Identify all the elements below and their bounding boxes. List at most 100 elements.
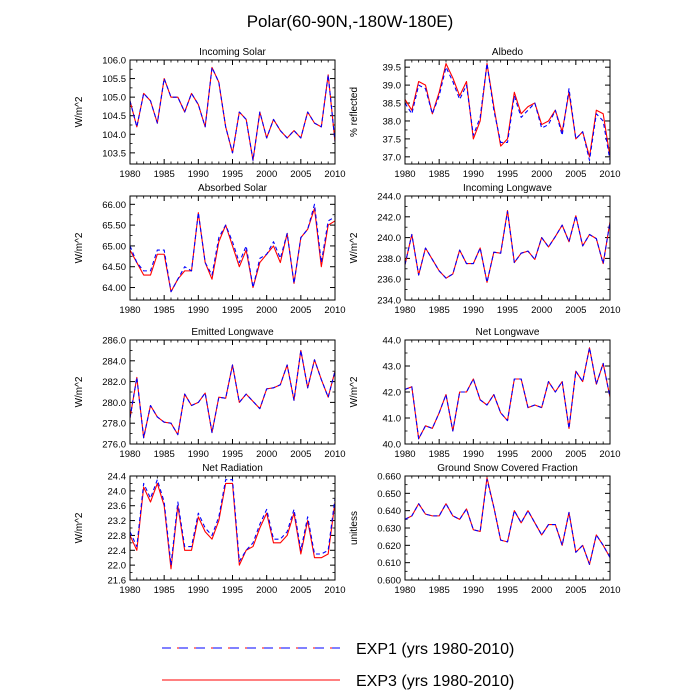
panel-ground-snow-covered-fraction-ytick-label: 0.610 xyxy=(377,558,401,569)
panel-absorbed-solar-ylabel: W/m^2 xyxy=(74,232,85,263)
panel-net-longwave-frame xyxy=(404,339,611,445)
panel-emitted-longwave-ytick-label: 278.0 xyxy=(102,419,126,430)
panel-emitted-longwave-xtick-label: 1985 xyxy=(154,449,175,460)
panel-albedo: Albedo % reflected 1980 1985 1990 1995 2000 200… xyxy=(349,47,621,180)
panel-absorbed-solar-xtick-label: 2005 xyxy=(290,305,311,316)
panel-ground-snow-covered-fraction-frame xyxy=(404,475,611,581)
panel-emitted-longwave-series-exp1-line xyxy=(129,349,336,439)
panel-absorbed-solar-xtick-label: 1985 xyxy=(154,305,175,316)
panel-incoming-solar-frame xyxy=(129,59,336,165)
panel-ground-snow-covered-fraction: Ground Snow Covered Fraction unitless 1980… xyxy=(349,463,621,596)
panel-emitted-longwave-frame xyxy=(129,339,336,445)
panel-absorbed-solar-xtick-label: 2000 xyxy=(256,305,277,316)
panel-albedo-xtick-label: 1990 xyxy=(463,169,484,180)
panel-emitted-longwave-ytick-label: 276.0 xyxy=(102,440,126,451)
panel-ground-snow-covered-fraction-xtick-label: 1980 xyxy=(394,585,415,596)
panel-incoming-longwave-xtick-label: 1980 xyxy=(394,305,415,316)
panel-absorbed-solar-ytick-label: 66.00 xyxy=(102,200,126,211)
panel-incoming-longwave-frame xyxy=(404,195,611,301)
panel-albedo-ylabel: % reflected xyxy=(349,87,360,137)
panel-incoming-solar-series-exp1-line xyxy=(129,66,336,161)
panel-albedo-xtick-label: 1985 xyxy=(429,169,450,180)
panel-net-radiation-xtick-label: 1995 xyxy=(222,585,243,596)
panel-net-radiation-ytick-label: 22.0 xyxy=(108,561,127,572)
panel-incoming-solar-xtick-label: 2010 xyxy=(324,169,345,180)
panel-emitted-longwave-ytick-label: 286.0 xyxy=(102,336,126,347)
panel-absorbed-solar-title: Absorbed Solar xyxy=(198,183,268,194)
panel-net-longwave-ytick-label: 40.0 xyxy=(383,440,402,451)
panel-net-radiation-xtick-label: 2010 xyxy=(324,585,345,596)
panel-emitted-longwave-xtick-label: 2005 xyxy=(290,449,311,460)
panel-incoming-longwave-xtick-label: 1985 xyxy=(429,305,450,316)
panel-ground-snow-covered-fraction-ytick-label: 0.630 xyxy=(377,524,401,535)
panel-net-longwave-title: Net Longwave xyxy=(476,327,540,338)
panel-ground-snow-covered-fraction-ytick-label: 0.600 xyxy=(377,576,401,587)
panel-ground-snow-covered-fraction-xtick-label: 2000 xyxy=(531,585,552,596)
panel-net-longwave-ytick-label: 42.0 xyxy=(383,388,402,399)
panel-incoming-longwave-ylabel: W/m^2 xyxy=(349,232,360,263)
panel-albedo-xtick-label: 2005 xyxy=(565,169,586,180)
panel-net-longwave-series-exp1-line xyxy=(404,347,611,440)
panel-incoming-solar-ytick-label: 103.5 xyxy=(102,148,126,159)
panel-incoming-longwave-series-exp1-line xyxy=(404,211,611,283)
panel-incoming-longwave-title: Incoming Longwave xyxy=(463,183,552,194)
panel-incoming-solar-ytick-label: 104.5 xyxy=(102,111,126,122)
panel-net-radiation: Net Radiation W/m^2 1980 1985 1990 1995 2000 20… xyxy=(74,463,346,596)
panel-net-radiation-ytick-label: 23.6 xyxy=(108,501,127,512)
panel-absorbed-solar-ytick-label: 65.00 xyxy=(102,241,126,252)
panel-ground-snow-covered-fraction-xtick-label: 1985 xyxy=(429,585,450,596)
panel-ground-snow-covered-fraction-ytick-label: 0.660 xyxy=(377,472,401,483)
panel-net-radiation-ytick-label: 22.4 xyxy=(108,546,127,557)
panel-emitted-longwave-ylabel: W/m^2 xyxy=(74,376,85,407)
panel-absorbed-solar-ytick-label: 64.00 xyxy=(102,283,126,294)
panel-emitted-longwave-xtick-label: 2010 xyxy=(324,449,345,460)
panel-incoming-longwave-ytick-label: 242.0 xyxy=(377,212,401,223)
panel-absorbed-solar-xtick-label: 2010 xyxy=(324,305,345,316)
panel-net-longwave: Net Longwave W/m^2 1980 1985 1990 1995 2000 200… xyxy=(349,327,621,460)
panel-albedo-xtick-label: 1980 xyxy=(394,169,415,180)
panel-net-longwave-ytick-label: 41.0 xyxy=(383,414,402,425)
panel-albedo-title: Albedo xyxy=(492,47,524,58)
panel-net-radiation-ylabel: W/m^2 xyxy=(74,512,85,543)
panel-net-radiation-ytick-label: 22.8 xyxy=(108,531,127,542)
panel-incoming-solar-ytick-label: 106.0 xyxy=(102,56,126,67)
panel-incoming-solar-title: Incoming Solar xyxy=(199,47,266,58)
panel-incoming-solar: Incoming Solar W/m^2 1980 1985 1990 1995 2000 2… xyxy=(74,47,346,180)
panel-emitted-longwave: Emitted Longwave W/m^2 1980 1985 1990 1995 200… xyxy=(74,327,346,460)
panel-absorbed-solar: Absorbed Solar W/m^2 1980 1985 1990 1995 2000 2… xyxy=(74,183,346,316)
panel-albedo-xtick-label: 1995 xyxy=(497,169,518,180)
panel-albedo-ytick-label: 38.5 xyxy=(383,99,402,110)
panel-incoming-solar-ytick-label: 105.5 xyxy=(102,74,126,85)
panel-emitted-longwave-ytick-label: 280.0 xyxy=(102,398,126,409)
panel-net-longwave-xtick-label: 1995 xyxy=(497,449,518,460)
panel-net-radiation-xtick-label: 1990 xyxy=(188,585,209,596)
panel-net-radiation-frame xyxy=(129,475,336,581)
panel-incoming-solar-ylabel: W/m^2 xyxy=(74,96,85,127)
panel-net-radiation-xtick-label: 1985 xyxy=(154,585,175,596)
panel-albedo-frame xyxy=(404,59,611,165)
panel-emitted-longwave-ytick-label: 284.0 xyxy=(102,356,126,367)
panel-absorbed-solar-frame xyxy=(129,195,336,301)
panel-net-radiation-title: Net Radiation xyxy=(202,463,263,474)
panel-incoming-solar-xtick-label: 1985 xyxy=(154,169,175,180)
panel-ground-snow-covered-fraction-title: Ground Snow Covered Fraction xyxy=(437,463,578,474)
panel-ground-snow-covered-fraction-xtick-label: 2005 xyxy=(565,585,586,596)
panel-net-radiation-xtick-label: 2000 xyxy=(256,585,277,596)
panel-ground-snow-covered-fraction-xtick-label: 2010 xyxy=(599,585,620,596)
panel-albedo-series-exp1-line xyxy=(404,63,611,161)
panel-incoming-longwave-ytick-label: 240.0 xyxy=(377,233,401,244)
panel-emitted-longwave-xtick-label: 1990 xyxy=(188,449,209,460)
panel-albedo-xtick-label: 2010 xyxy=(599,169,620,180)
panel-incoming-longwave-ytick-label: 238.0 xyxy=(377,254,401,265)
panel-net-radiation-xtick-label: 2005 xyxy=(290,585,311,596)
panel-incoming-longwave-xtick-label: 1990 xyxy=(463,305,484,316)
legend-entry-exp1: EXP1 (yrs 1980-2010) xyxy=(162,641,514,658)
panel-net-radiation-ytick-label: 24.0 xyxy=(108,486,127,497)
panel-incoming-solar-ytick-label: 104.0 xyxy=(102,130,126,141)
panel-albedo-ytick-label: 39.0 xyxy=(383,81,402,92)
panel-grid: Incoming Solar W/m^2 1980 1985 1990 1995 2000 2… xyxy=(74,47,621,596)
panel-absorbed-solar-xtick-label: 1980 xyxy=(119,305,140,316)
panel-incoming-longwave-ytick-label: 234.0 xyxy=(377,296,401,307)
panel-albedo-series-exp3-line xyxy=(404,63,611,158)
